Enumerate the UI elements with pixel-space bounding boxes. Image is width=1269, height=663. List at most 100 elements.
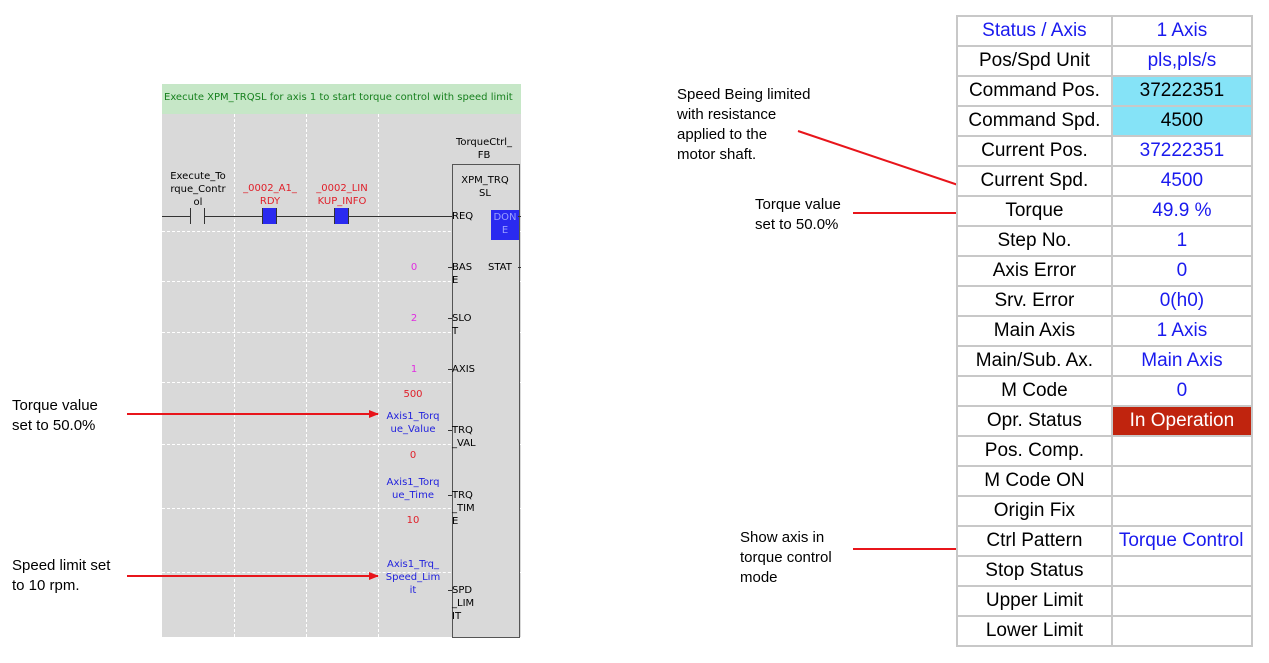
table-row: Upper Limit <box>956 585 1253 617</box>
status-value: In Operation <box>1110 405 1253 437</box>
table-row: Current Spd. 4500 <box>956 165 1253 197</box>
pin-wire <box>448 495 452 496</box>
table-row: Opr. Status In Operation <box>956 405 1253 437</box>
done-output <box>491 210 519 240</box>
status-value: 0(h0) <box>1110 285 1253 317</box>
pin-stat: STAT <box>488 262 512 273</box>
pin-req: REQ <box>452 211 474 222</box>
grid-line <box>162 572 521 573</box>
annotation-speed-limited: Speed Being limited with resistance appl… <box>677 86 811 163</box>
table-row: M Code 0 <box>956 375 1253 407</box>
pin-spd-limit: SPD _LIM IT <box>452 585 475 622</box>
status-value: 0 <box>1110 255 1253 287</box>
status-key: Main/Sub. Ax. <box>956 345 1113 377</box>
status-value <box>1110 555 1253 587</box>
input-slot-value[interactable]: 2 <box>410 313 418 324</box>
axis-status-table: Status / Axis 1 Axis Pos/Spd Unit pls,pls/s… <box>956 15 1253 647</box>
contact-label: _0002_LIN KUP_INFO <box>316 183 368 207</box>
table-row: Main Axis 1 Axis <box>956 315 1253 347</box>
status-value: 0 <box>1110 375 1253 407</box>
annotation-torque-left: Torque value set to 50.0% <box>12 397 98 434</box>
status-key: Srv. Error <box>956 285 1113 317</box>
annotation-ctrl-mode: Show axis in torque control mode <box>740 529 832 586</box>
status-value <box>1110 585 1253 617</box>
status-key: Pos/Spd Unit <box>956 45 1113 77</box>
status-key: Lower Limit <box>956 615 1113 647</box>
status-value: 4500 <box>1110 105 1253 137</box>
status-key: Ctrl Pattern <box>956 525 1113 557</box>
pin-slot: SLO T <box>452 313 472 337</box>
input-axis-value[interactable]: 1 <box>410 364 418 375</box>
grid-line <box>162 508 521 509</box>
table-row: Lower Limit <box>956 615 1253 647</box>
input-base-value[interactable]: 0 <box>410 262 418 273</box>
pin-axis: AXIS <box>452 364 475 375</box>
input-torque-variable[interactable]: Axis1_Torq ue_Value <box>386 411 440 435</box>
grid-line <box>234 114 235 637</box>
table-row: Current Pos. 37222351 <box>956 135 1253 167</box>
pin-wire <box>448 430 452 431</box>
axis-status-panel: Status / Axis 1 Axis Pos/Spd Unit pls,pls/s… <box>956 15 1253 660</box>
status-value: 1 <box>1110 225 1253 257</box>
status-key: M Code <box>956 375 1113 407</box>
table-row: Pos. Comp. <box>956 435 1253 467</box>
contact-energized[interactable] <box>262 208 277 224</box>
table-header-row: Status / Axis 1 Axis <box>956 15 1253 47</box>
column-header-status: Status / Axis <box>956 15 1113 47</box>
status-key: Current Spd. <box>956 165 1113 197</box>
grid-line <box>162 382 521 383</box>
status-value <box>1110 435 1253 467</box>
fb-instance-name: TorqueCtrl_ FB <box>455 137 513 161</box>
grid-line <box>162 444 521 445</box>
grid-line <box>306 114 307 637</box>
status-key: Current Pos. <box>956 135 1113 167</box>
rung-wire <box>162 216 452 217</box>
table-row: Srv. Error 0(h0) <box>956 285 1253 317</box>
status-key: Upper Limit <box>956 585 1113 617</box>
annotation-torque-right: Torque value set to 50.0% <box>755 196 841 233</box>
table-row: Step No. 1 <box>956 225 1253 257</box>
pin-wire <box>448 590 452 591</box>
status-key: Command Pos. <box>956 75 1113 107</box>
status-key: Command Spd. <box>956 105 1113 137</box>
contact-energized[interactable] <box>334 208 349 224</box>
status-key: Torque <box>956 195 1113 227</box>
output-wire <box>518 216 521 217</box>
table-row: Ctrl Pattern Torque Control <box>956 525 1253 557</box>
contact-no[interactable] <box>190 208 205 224</box>
function-block[interactable] <box>452 164 520 638</box>
monitor-value: 0 <box>409 450 417 461</box>
table-row: Command Spd. 4500 <box>956 105 1253 137</box>
table-row: Axis Error 0 <box>956 255 1253 287</box>
status-key: Main Axis <box>956 315 1113 347</box>
column-header-axis: 1 Axis <box>1110 15 1253 47</box>
rung-comment-text: Execute XPM_TRQSL for axis 1 to start to… <box>164 92 513 103</box>
output-wire <box>518 267 521 268</box>
grid-line <box>378 114 379 637</box>
table-row: M Code ON <box>956 465 1253 497</box>
input-time-variable[interactable]: Axis1_Torq ue_Time <box>386 477 440 501</box>
status-value: 49.9 % <box>1110 195 1253 227</box>
monitor-value: 500 <box>403 389 423 400</box>
pin-wire <box>448 369 452 370</box>
status-key: Axis Error <box>956 255 1113 287</box>
status-value <box>1110 615 1253 647</box>
table-row: Pos/Spd Unit pls,pls/s <box>956 45 1253 77</box>
table-row: Torque 49.9 % <box>956 195 1253 227</box>
table-row: Stop Status <box>956 555 1253 587</box>
status-key: Pos. Comp. <box>956 435 1113 467</box>
status-value: 1 Axis <box>1110 315 1253 347</box>
status-value: 37222351 <box>1110 135 1253 167</box>
status-key: Origin Fix <box>956 495 1113 527</box>
status-key: M Code ON <box>956 465 1113 497</box>
pin-done: DON E <box>493 212 517 236</box>
contact-label: Execute_To rque_Contr ol <box>170 171 226 208</box>
status-value <box>1110 465 1253 497</box>
rung-comment: Execute XPM_TRQSL for axis 1 to start to… <box>162 84 521 114</box>
status-key: Opr. Status <box>956 405 1113 437</box>
pin-trq-time: TRQ _TIM E <box>452 490 475 527</box>
input-speed-limit-variable[interactable]: Axis1_Trq_ Speed_Lim it <box>385 559 441 596</box>
status-value: Torque Control <box>1110 525 1253 557</box>
status-value: 4500 <box>1110 165 1253 197</box>
